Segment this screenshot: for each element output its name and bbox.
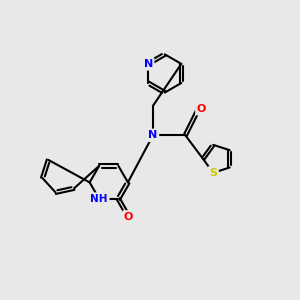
Text: NH: NH [91, 194, 108, 204]
Text: O: O [197, 104, 206, 114]
Text: O: O [124, 212, 133, 222]
Text: S: S [209, 168, 217, 178]
Text: N: N [143, 59, 153, 69]
Text: N: N [148, 130, 158, 140]
